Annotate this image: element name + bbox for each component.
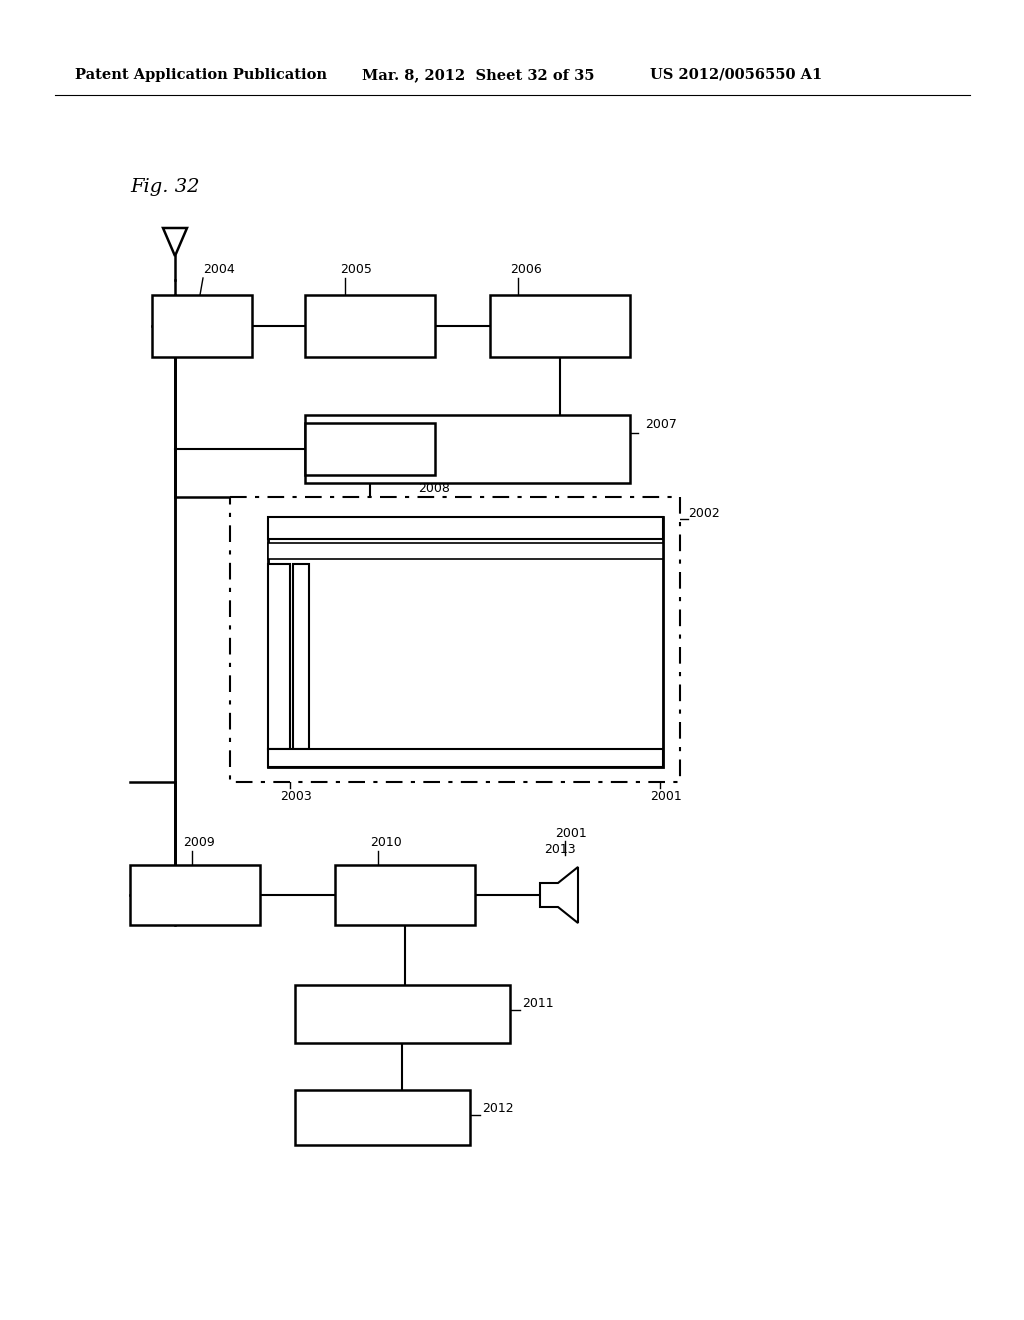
Text: Mar. 8, 2012  Sheet 32 of 35: Mar. 8, 2012 Sheet 32 of 35	[362, 69, 595, 82]
Bar	[268, 517, 663, 539]
Bar	[268, 543, 663, 558]
Bar	[305, 414, 630, 483]
Text: 2005: 2005	[340, 263, 372, 276]
Bar	[490, 294, 630, 356]
Text: 2002: 2002	[688, 507, 720, 520]
Text: 2008: 2008	[418, 482, 450, 495]
Bar	[293, 564, 309, 748]
Text: 2003: 2003	[280, 789, 311, 803]
Polygon shape	[163, 228, 187, 256]
Text: US 2012/0056550 A1: US 2012/0056550 A1	[650, 69, 822, 82]
Text: 2009: 2009	[183, 836, 215, 849]
Text: 2011: 2011	[522, 997, 554, 1010]
Bar	[268, 564, 290, 748]
Bar	[295, 1090, 470, 1144]
Text: 2010: 2010	[370, 836, 401, 849]
Bar	[335, 865, 475, 925]
Text: 2012: 2012	[482, 1102, 514, 1115]
Bar	[268, 517, 663, 767]
Bar	[152, 294, 252, 356]
Polygon shape	[540, 867, 578, 923]
Text: Patent Application Publication: Patent Application Publication	[75, 69, 327, 82]
Bar	[130, 865, 260, 925]
Text: 2004: 2004	[203, 263, 234, 276]
Text: 2007: 2007	[645, 418, 677, 432]
Bar	[230, 498, 680, 781]
Bar	[305, 294, 435, 356]
Text: 2001: 2001	[555, 828, 587, 840]
Text: 2013: 2013	[544, 843, 575, 855]
Bar	[295, 985, 510, 1043]
Bar	[268, 748, 663, 767]
Text: 2001: 2001	[650, 789, 682, 803]
Bar	[305, 422, 435, 475]
Text: 2006: 2006	[510, 263, 542, 276]
Text: Fig. 32: Fig. 32	[130, 178, 200, 195]
